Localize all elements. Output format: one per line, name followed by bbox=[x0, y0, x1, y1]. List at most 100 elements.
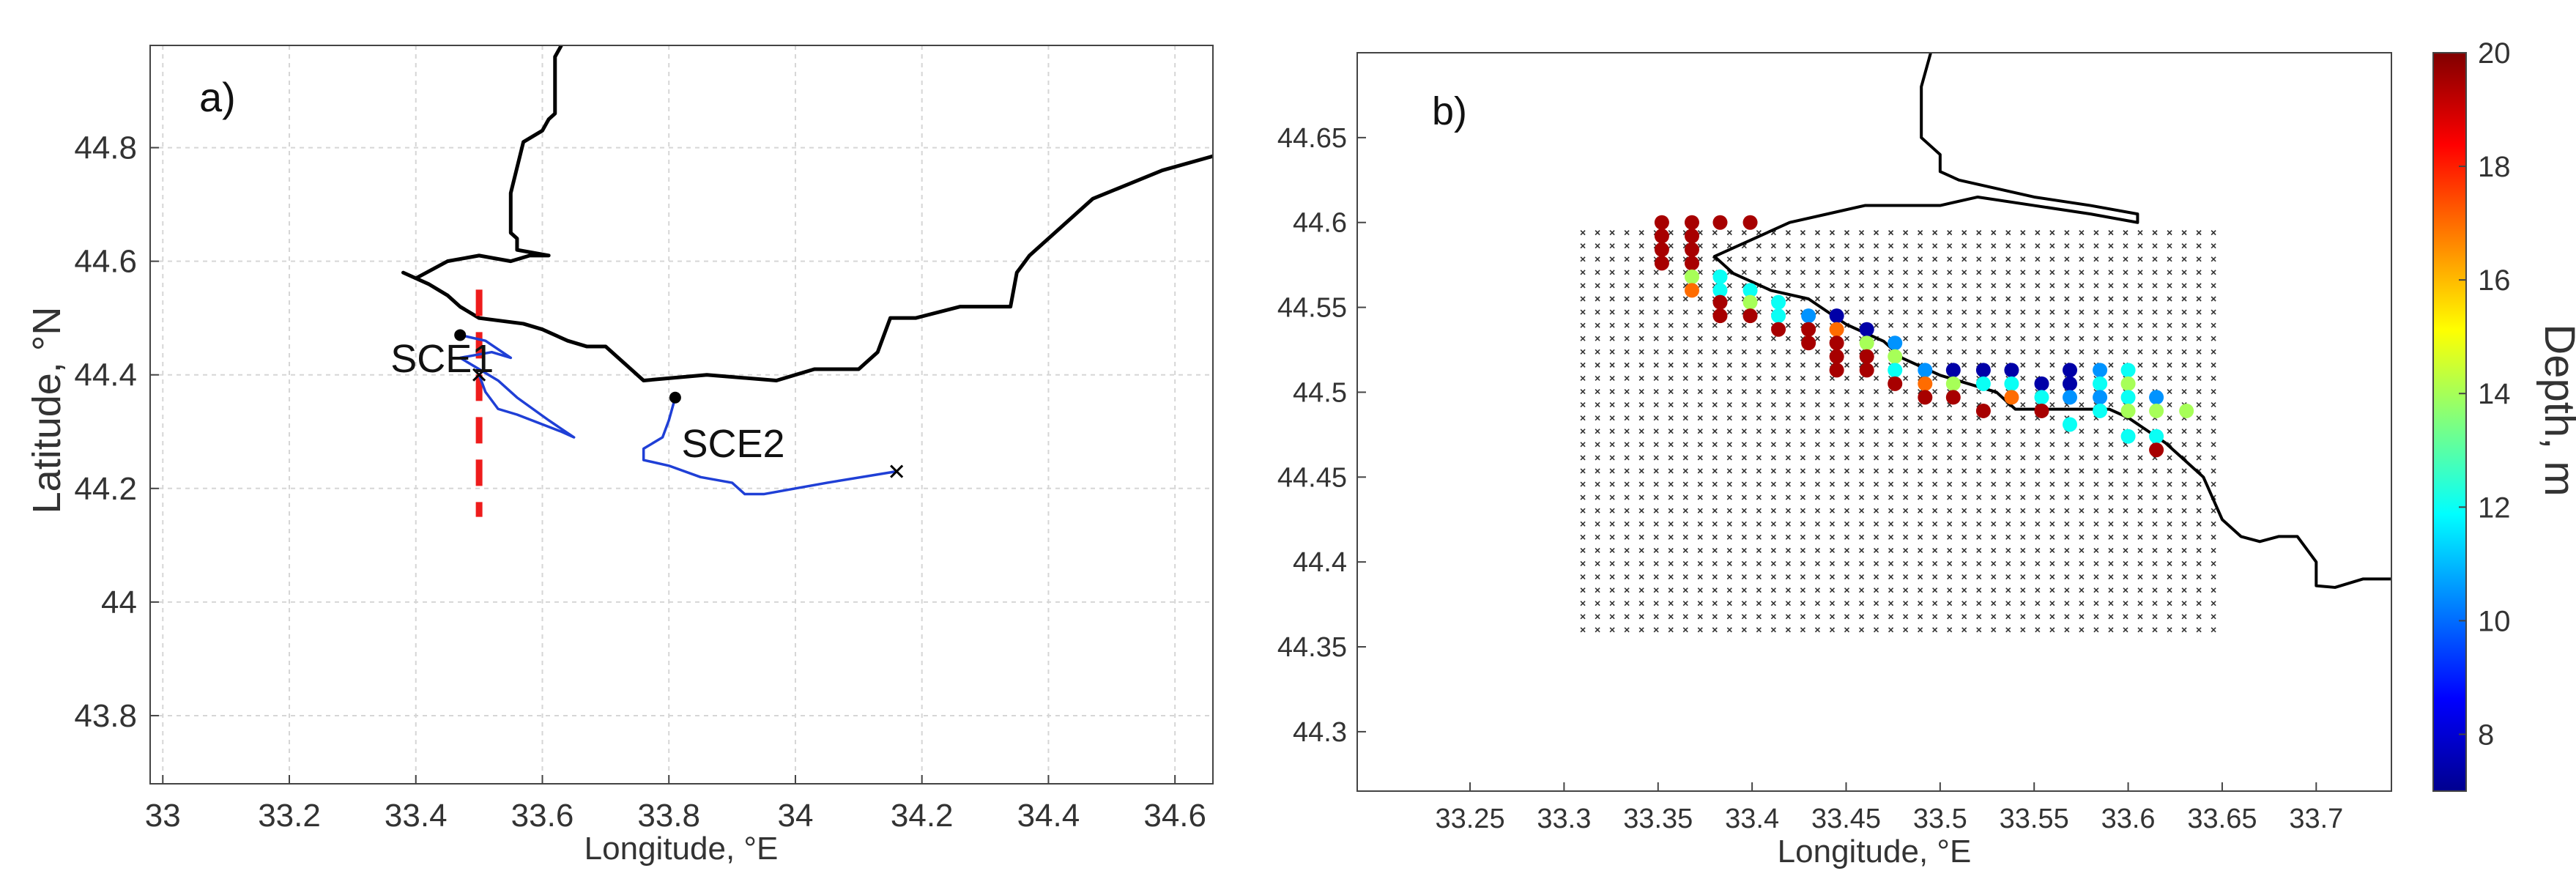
colorbar-tick-label: 10 bbox=[2478, 605, 2511, 637]
b-grid-point bbox=[1697, 601, 1703, 607]
b-grid-point bbox=[1814, 481, 1821, 487]
b-grid-point bbox=[2049, 534, 2055, 540]
b-grid-point bbox=[1682, 627, 1688, 633]
b-grid-point bbox=[1580, 442, 1586, 448]
b-grid-point bbox=[2211, 349, 2216, 355]
b-grid-point bbox=[1624, 243, 1630, 249]
b-grid-point bbox=[1682, 455, 1688, 461]
b-grid-point bbox=[1800, 627, 1806, 633]
b-depth-point bbox=[1712, 269, 1728, 284]
b-grid-point bbox=[2181, 429, 2187, 434]
b-grid-point bbox=[2020, 375, 2026, 382]
b-grid-point bbox=[1697, 508, 1703, 513]
b-grid-point bbox=[2020, 230, 2026, 236]
b-x-tick-label: 33.45 bbox=[1811, 804, 1881, 834]
b-grid-point bbox=[1741, 322, 1747, 328]
b-grid-point bbox=[1874, 415, 1879, 421]
b-grid-point bbox=[2079, 256, 2085, 262]
b-depth-point bbox=[2004, 363, 2019, 378]
b-grid-point bbox=[1858, 388, 1865, 395]
b-grid-point bbox=[2108, 601, 2114, 607]
b-grid-point bbox=[2020, 283, 2026, 289]
colorbar-label: Depth, m bbox=[2536, 324, 2576, 496]
a-y-tick-label: 44.4 bbox=[74, 357, 137, 393]
b-grid-point bbox=[1961, 349, 1967, 355]
b-grid-point bbox=[1697, 627, 1703, 633]
b-grid-point bbox=[1814, 455, 1821, 461]
b-grid-point bbox=[1682, 388, 1688, 395]
b-depth-point bbox=[1888, 335, 1903, 351]
b-grid-point bbox=[1800, 587, 1806, 593]
b-grid-point bbox=[2079, 296, 2085, 302]
b-grid-point bbox=[1726, 442, 1732, 448]
b-grid-point bbox=[2049, 256, 2055, 262]
b-grid-point bbox=[1961, 296, 1967, 302]
b-depth-point bbox=[1888, 376, 1903, 391]
b-grid-point bbox=[1800, 481, 1806, 487]
b-grid-point bbox=[2211, 375, 2216, 382]
b-grid-point bbox=[1697, 270, 1703, 275]
b-grid-point bbox=[1668, 455, 1674, 461]
b-grid-point bbox=[1609, 627, 1615, 633]
b-grid-point bbox=[1903, 256, 1909, 262]
b-grid-point bbox=[1976, 335, 1982, 341]
b-grid-point bbox=[1712, 521, 1718, 527]
b-x-tick-label: 33.6 bbox=[2101, 804, 2156, 834]
b-depth-point bbox=[1888, 363, 1903, 378]
b-depth-point bbox=[1859, 335, 1874, 351]
b-grid-point bbox=[2035, 547, 2041, 553]
b-grid-point bbox=[1668, 627, 1674, 633]
b-grid-point bbox=[1638, 468, 1644, 474]
b-grid-point bbox=[1595, 230, 1600, 236]
b-grid-point bbox=[1991, 468, 1997, 474]
b-depth-point bbox=[1859, 349, 1874, 364]
b-grid-point bbox=[1858, 574, 1865, 580]
b-grid-point bbox=[1653, 415, 1659, 421]
b-grid-point bbox=[1829, 627, 1836, 633]
b-grid-point bbox=[1595, 587, 1600, 593]
b-grid-point bbox=[1609, 494, 1615, 500]
b-grid-point bbox=[2211, 309, 2216, 315]
b-grid-point bbox=[1844, 375, 1850, 382]
b-grid-point bbox=[2137, 415, 2143, 421]
b-grid-point bbox=[2196, 256, 2202, 262]
b-grid-point bbox=[2181, 481, 2187, 487]
b-grid-point bbox=[1595, 375, 1600, 382]
b-x-tick-label: 33.4 bbox=[1725, 804, 1779, 834]
b-grid-point bbox=[2196, 415, 2202, 421]
b-grid-point bbox=[1785, 388, 1791, 395]
b-grid-point bbox=[1932, 468, 1938, 474]
b-depth-point bbox=[2004, 376, 2019, 391]
b-grid-point bbox=[1770, 587, 1776, 593]
b-grid-point bbox=[2167, 362, 2172, 368]
b-grid-point bbox=[1785, 587, 1791, 593]
b-grid-point bbox=[1741, 614, 1747, 620]
b-grid-point bbox=[1976, 230, 1982, 236]
a-x-tick-label: 33 bbox=[145, 798, 181, 834]
b-grid-point bbox=[1932, 547, 1938, 553]
b-grid-point bbox=[1638, 296, 1644, 302]
b-grid-point bbox=[2123, 560, 2128, 567]
b-grid-point bbox=[2049, 521, 2055, 527]
b-grid-point bbox=[2137, 335, 2143, 341]
b-grid-point bbox=[2123, 335, 2128, 341]
a-end-marker-sce1 bbox=[472, 368, 486, 382]
b-grid-point bbox=[1756, 309, 1762, 315]
b-grid-point bbox=[2196, 388, 2202, 395]
b-grid-point bbox=[1918, 429, 1923, 434]
b-grid-point bbox=[2137, 442, 2143, 448]
b-grid-point bbox=[2005, 296, 2011, 302]
b-grid-point bbox=[1961, 322, 1967, 328]
b-grid-point bbox=[1961, 375, 1967, 382]
b-grid-point bbox=[2079, 587, 2085, 593]
b-grid-point bbox=[1976, 349, 1982, 355]
b-grid-point bbox=[1770, 560, 1776, 567]
b-grid-point bbox=[2123, 349, 2128, 355]
b-grid-point bbox=[1653, 322, 1659, 328]
b-grid-point bbox=[1947, 468, 1953, 474]
b-grid-point bbox=[1638, 534, 1644, 540]
b-depth-point bbox=[1712, 283, 1728, 298]
a-coastline bbox=[401, 45, 1213, 382]
b-grid-point bbox=[1756, 627, 1762, 633]
b-grid-point bbox=[1947, 574, 1953, 580]
